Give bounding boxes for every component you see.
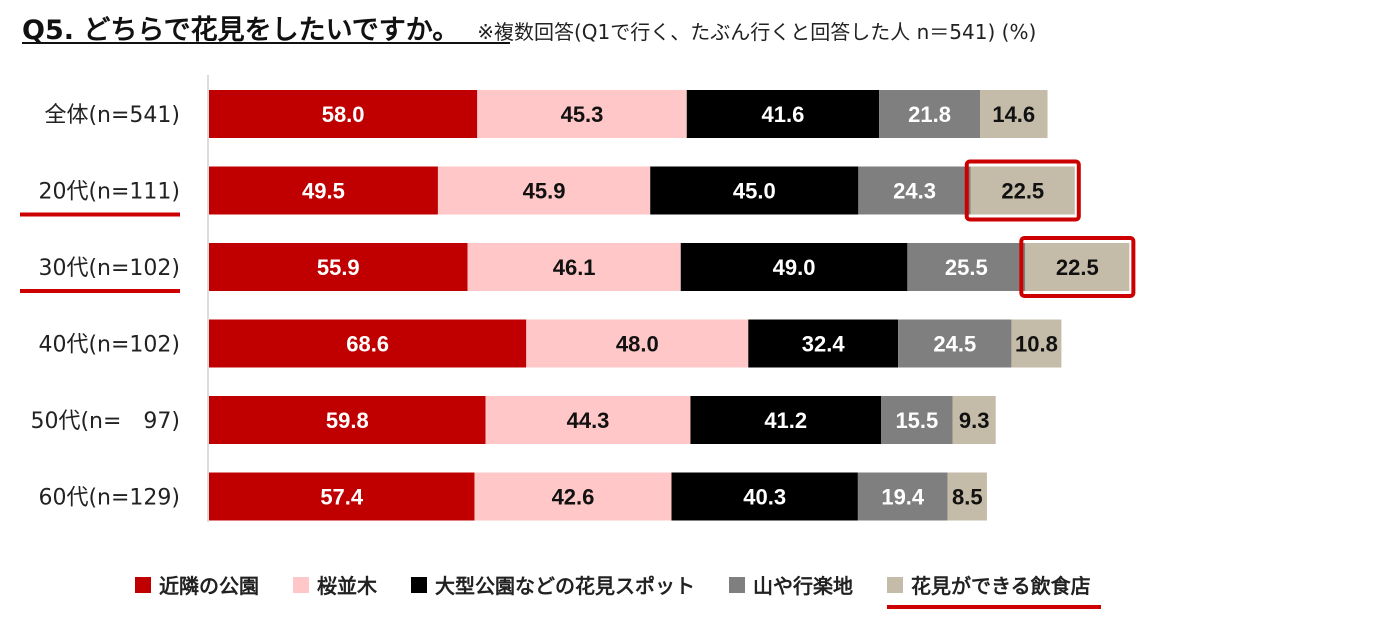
data-label: 24.5 (933, 332, 976, 357)
data-label: 10.8 (1015, 332, 1058, 357)
stacked-bar-chart: 全体(n=541) 58.0 45.3 41.6 21.8 14.6 20代(n=111) 4… (20, 75, 1136, 522)
legend-item: 山や行楽地 (729, 570, 853, 599)
data-label: 49.5 (302, 179, 345, 204)
bar-segment (526, 319, 749, 368)
bar-segment (209, 166, 438, 215)
category-label: 20代(n=111) (38, 180, 180, 205)
legend-item: 花見ができる飲食店 (887, 570, 1101, 609)
data-label: 14.6 (992, 102, 1035, 127)
data-label: 55.9 (317, 255, 360, 280)
data-label: 49.0 (773, 255, 816, 280)
bar-segment (467, 243, 681, 291)
highlight-box (1019, 236, 1136, 298)
bar-segment (970, 166, 1075, 215)
bar-segment (209, 243, 468, 291)
legend-swatch (729, 576, 745, 593)
bar-segment (209, 319, 527, 368)
data-label: 24.3 (893, 179, 936, 204)
data-label: 46.1 (553, 255, 596, 280)
bar-segment (1011, 319, 1062, 368)
legend-label: 大型公園などの花見スポット (435, 574, 695, 598)
chart-subtitle: ※複数回答(Q1で行く、たぶん行くと回答した人 n＝541) (%) (477, 20, 1037, 44)
bar-segment (686, 90, 880, 138)
data-label: 15.5 (895, 408, 938, 433)
data-label: 9.3 (959, 408, 990, 433)
title-underline (22, 42, 510, 44)
data-label: 42.6 (552, 485, 595, 510)
legend-swatch (135, 576, 151, 593)
legend-item: 近隣の公園 (135, 570, 259, 599)
bar-segment (979, 90, 1048, 138)
legend-label: 桜並木 (317, 574, 377, 598)
chart-legend: 近隣の公園 桜並木 大型公園などの花見スポット 山や行楽地 花見ができる飲食店 (135, 570, 1101, 609)
data-label: 45.3 (561, 102, 604, 127)
bar-segment (879, 90, 980, 138)
data-label: 22.5 (1056, 255, 1099, 280)
bar-segment (898, 319, 1012, 368)
chart-title: Q5. どちらで花見をしたいですか。 (22, 15, 460, 46)
bar-segment (907, 243, 1026, 291)
legend-label: 近隣の公園 (159, 574, 259, 598)
bar-segment (209, 396, 486, 444)
legend-swatch (887, 576, 903, 593)
category-label: 30代(n=102) (38, 256, 180, 281)
data-label: 44.3 (567, 408, 610, 433)
legend-label: 山や行楽地 (753, 574, 853, 598)
category-label: 60代(n=129) (38, 486, 180, 511)
legend-highlight-underline (887, 605, 1101, 609)
bar-segment (671, 472, 858, 521)
data-label: 58.0 (322, 102, 365, 127)
data-label: 41.2 (764, 408, 807, 433)
bar-segment (477, 90, 687, 138)
bar-segment (209, 472, 475, 521)
legend-swatch (411, 576, 427, 593)
data-label: 59.8 (326, 408, 369, 433)
data-label: 45.9 (523, 179, 566, 204)
legend-label: 花見ができる飲食店 (911, 574, 1091, 598)
legend-item: 桜並木 (293, 570, 377, 599)
bar-segment (952, 396, 996, 444)
legend-item: 大型公園などの花見スポット (411, 570, 695, 599)
category-highlight-underline (20, 212, 180, 217)
data-label: 8.5 (952, 485, 983, 510)
bar-segment (690, 396, 882, 444)
data-label: 57.4 (320, 485, 364, 510)
category-label: 50代(n= 97) (30, 409, 180, 434)
category-label: 全体(n=541) (44, 103, 180, 128)
bar-segment (1025, 243, 1130, 291)
category-highlight-underline (20, 289, 180, 293)
data-label: 22.5 (1001, 179, 1044, 204)
data-label: 21.8 (908, 102, 951, 127)
data-label: 19.4 (881, 485, 925, 510)
bar-segment (881, 396, 953, 444)
bar-segment (680, 243, 908, 291)
category-label: 40代(n=102) (38, 333, 180, 358)
bar-segment (209, 90, 478, 138)
chart-header: Q5. どちらで花見をしたいですか。 ※複数回答(Q1で行く、たぶん行くと回答し… (22, 8, 1036, 47)
data-label: 25.5 (945, 255, 988, 280)
bar-segment (857, 472, 948, 521)
data-label: 41.6 (762, 102, 805, 127)
data-label: 40.3 (743, 485, 786, 510)
bar-segment (474, 472, 672, 521)
bar-segment (748, 319, 899, 368)
data-label: 48.0 (616, 332, 659, 357)
legend-swatch (293, 576, 309, 593)
bar-segment (858, 166, 971, 215)
data-label: 68.6 (346, 332, 389, 357)
data-label: 32.4 (802, 332, 846, 357)
data-label: 45.0 (733, 179, 776, 204)
bar-segment (437, 166, 651, 215)
bar-segment (485, 396, 691, 444)
bar-segment (650, 166, 859, 215)
bar-segment (947, 472, 987, 521)
highlight-box (964, 159, 1081, 222)
